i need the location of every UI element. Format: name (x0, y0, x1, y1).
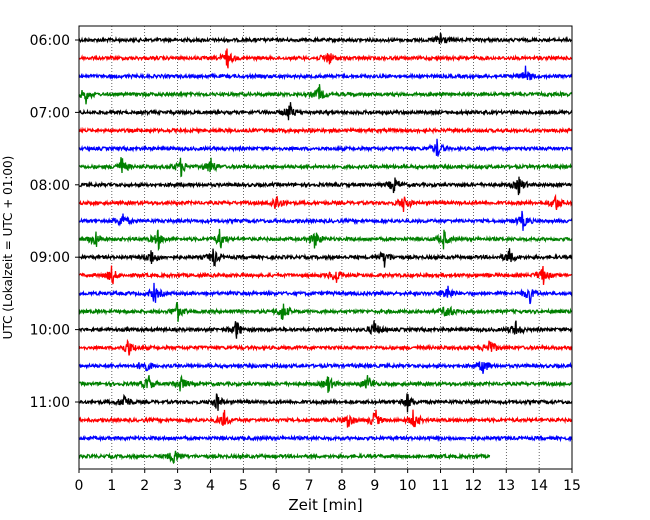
seismic-trace (78, 176, 573, 196)
seismic-trace (78, 361, 573, 374)
x-tick-label: 5 (239, 478, 248, 494)
seismic-trace (78, 65, 573, 81)
seismic-trace (78, 248, 573, 268)
seismic-trace (78, 320, 573, 339)
y-tick-label: 08:00 (30, 178, 70, 194)
x-tick-label: 12 (464, 478, 482, 494)
y-tick-label: 07:00 (30, 105, 70, 121)
seismic-trace (78, 126, 573, 135)
seismic-trace (78, 210, 573, 231)
x-tick-label: 11 (432, 478, 450, 494)
x-axis-label: Zeit [min] (288, 496, 362, 514)
seismic-trace (78, 450, 491, 464)
seismic-trace (78, 48, 573, 69)
seismic-trace (78, 102, 573, 121)
x-axis-ticks: 0 1 2 3 4 5 6 7 8 9 10 11 12 13 14 15 (75, 469, 581, 494)
y-axis-ticks: 06:00 07:00 08:00 09:00 10:00 11:00 (30, 33, 79, 411)
x-tick-label: 7 (305, 478, 314, 494)
y-tick-label: 06:00 (30, 33, 70, 49)
seismic-trace (78, 265, 573, 285)
seismic-trace (78, 157, 573, 178)
seismic-trace (78, 393, 573, 413)
seismic-trace (78, 338, 573, 356)
seismic-trace (78, 374, 573, 393)
seismic-trace (78, 84, 573, 105)
x-tick-label: 3 (173, 478, 182, 494)
x-tick-label: 15 (563, 478, 581, 494)
seismic-trace (78, 409, 573, 428)
y-tick-label: 09:00 (30, 250, 70, 266)
seismic-trace (78, 228, 573, 252)
x-tick-label: 8 (337, 478, 346, 494)
x-tick-label: 13 (497, 478, 515, 494)
x-tick-label: 4 (206, 478, 215, 494)
y-tick-label: 10:00 (30, 323, 70, 339)
plot-frame (78, 25, 573, 470)
y-tick-label: 11:00 (30, 395, 70, 411)
x-tick-label: 1 (107, 478, 116, 494)
x-tick-label: 0 (75, 478, 84, 494)
seismic-trace (78, 301, 573, 322)
seismic-trace (78, 138, 573, 157)
x-tick-label: 9 (370, 478, 379, 494)
x-tick-label: 10 (399, 478, 417, 494)
x-tick-label: 14 (530, 478, 548, 494)
seismic-trace (78, 282, 573, 305)
seismic-trace (78, 32, 572, 45)
seismic-trace (78, 193, 573, 213)
y-axis-label: UTC (Lokalzeit = UTC + 01:00) (1, 156, 15, 340)
trace-layer (78, 32, 573, 464)
x-tick-label: 2 (140, 478, 149, 494)
seismic-trace (78, 434, 573, 443)
x-tick-label: 6 (272, 478, 281, 494)
